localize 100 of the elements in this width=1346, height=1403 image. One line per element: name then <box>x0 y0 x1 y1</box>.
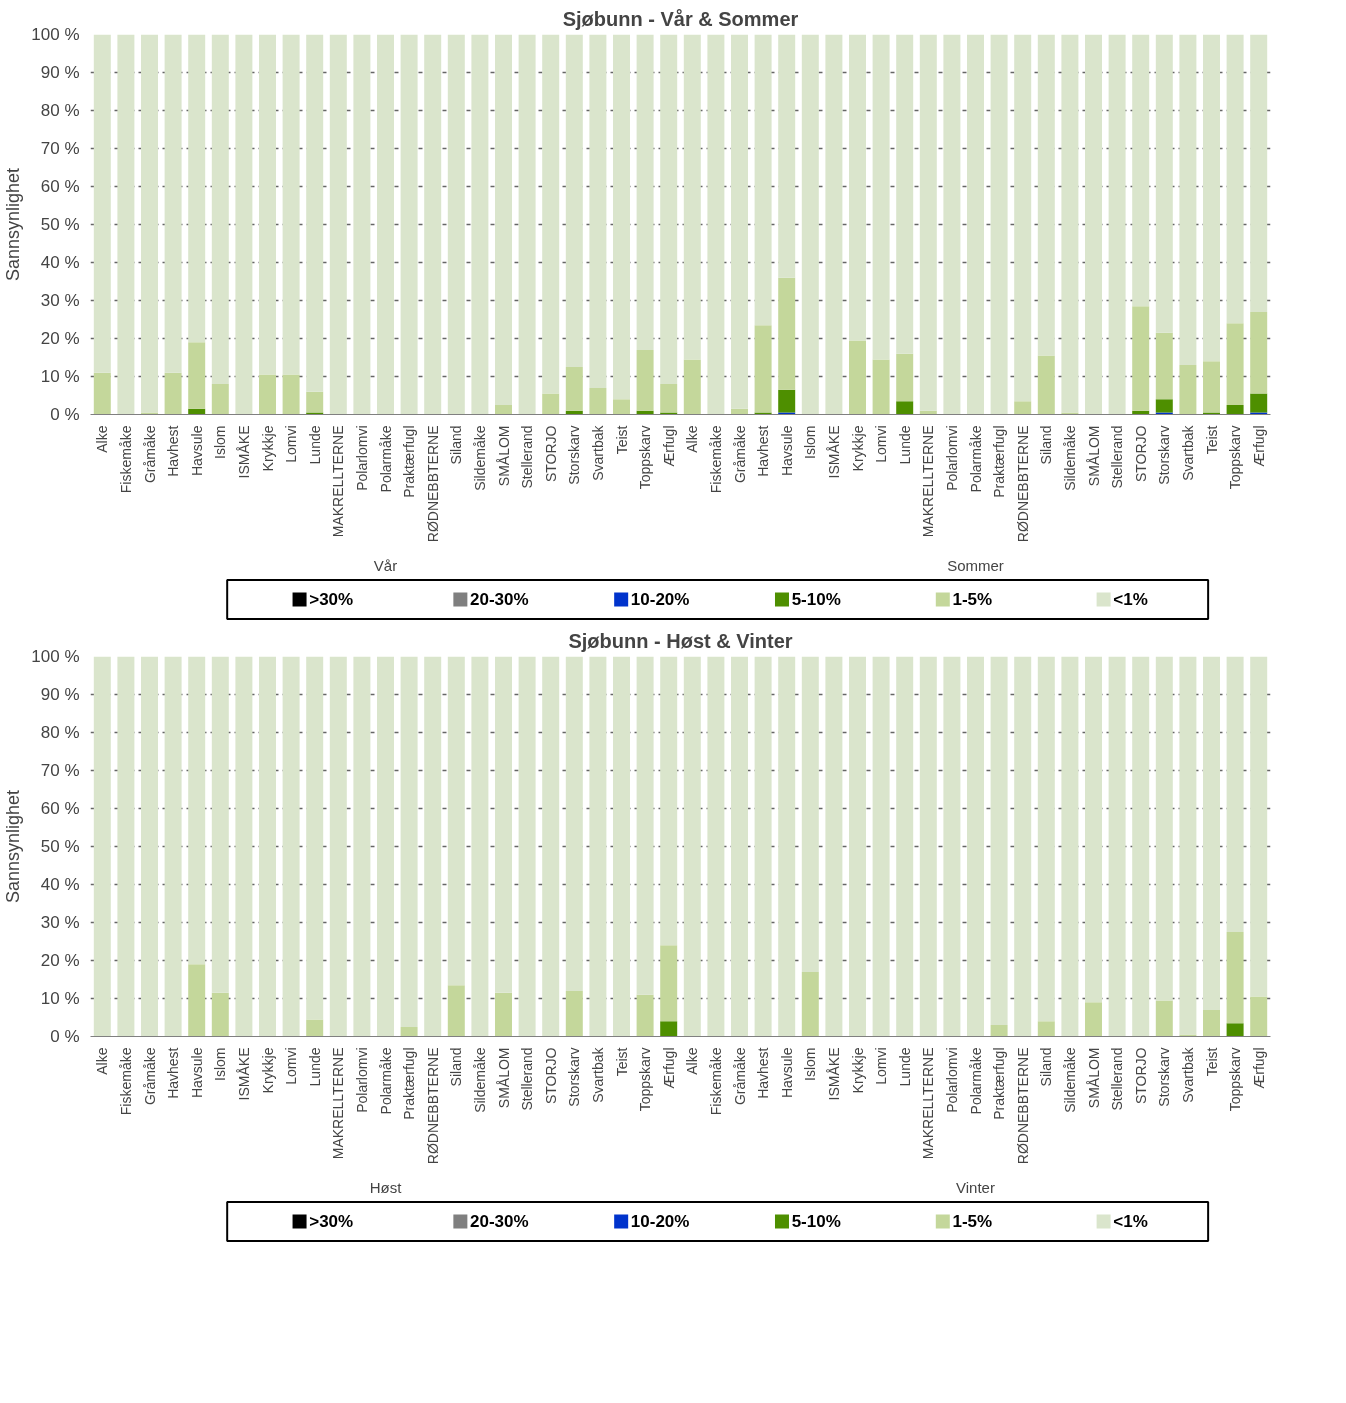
x-tick-label: Polarmåke <box>967 425 984 493</box>
x-tick-label: Toppskarv <box>637 425 654 490</box>
x-tick-label: Gråmåke <box>731 425 748 484</box>
y-tick-label: 0 % <box>50 405 80 424</box>
x-tick-label: Teist <box>1203 425 1220 455</box>
y-tick-label: 20 % <box>40 329 80 348</box>
x-tick-label: Svartbak <box>589 1046 606 1103</box>
x-tick-label: Storskarv <box>566 425 583 485</box>
x-tick-label: RØDNEBBTERNE <box>1014 425 1031 543</box>
legend-label: 1-5% <box>952 1212 993 1231</box>
x-tick-label: Praktærfugl <box>991 425 1008 498</box>
x-tick-label: STORJO <box>542 425 559 483</box>
x-tick-label: Storskarv <box>1156 1047 1173 1107</box>
x-tick-label: Lunde <box>896 1047 913 1087</box>
x-tick-label: Lomvi <box>873 425 890 463</box>
x-tick-label: Alke <box>684 1047 701 1075</box>
x-tick-label: ISMÅKE <box>825 1047 842 1101</box>
x-tick-label: STORJO <box>542 1047 559 1105</box>
x-tick-label: Siland <box>448 425 465 465</box>
x-tick-label: Alke <box>94 1047 111 1075</box>
legend-label: 20-30% <box>470 1212 529 1231</box>
x-tick-label: Alke <box>684 425 701 453</box>
x-tick-label: Praktærfugl <box>401 425 418 498</box>
y-tick-label: 100 % <box>31 647 80 666</box>
x-tick-label: Krykkje <box>259 1047 276 1094</box>
x-tick-label: ISMÅKE <box>235 425 252 479</box>
y-tick-label: 50 % <box>40 837 80 856</box>
y-tick-label: 0 % <box>50 1027 80 1046</box>
y-tick-label: 30 % <box>40 291 80 310</box>
legend-label: 5-10% <box>791 590 841 609</box>
y-tick-label: 20 % <box>40 951 80 970</box>
x-tick-label: Ærfugl <box>1250 425 1267 467</box>
x-tick-label: Havhest <box>165 1047 182 1099</box>
x-tick-label: Havsule <box>188 425 205 477</box>
y-tick-label: 80 % <box>40 101 80 120</box>
x-tick-label: Teist <box>1203 1047 1220 1077</box>
y-tick-label: 50 % <box>40 215 80 234</box>
legend-label: 1-5% <box>952 590 993 609</box>
x-tick-label: MAKRELLTERNE <box>330 1047 347 1160</box>
y-tick-label: 10 % <box>40 367 80 386</box>
y-tick-label: 40 % <box>40 253 80 272</box>
text: Vår <box>373 556 398 574</box>
x-tick-label: SMÅLOM <box>495 1047 512 1109</box>
y-tick-label: 70 % <box>40 761 80 780</box>
chart-title: Sjøbunn - Høst & Vinter <box>568 629 793 652</box>
legend-label: <1% <box>1113 1212 1148 1231</box>
x-tick-label: Praktærfugl <box>401 1047 418 1120</box>
y-tick-label: 60 % <box>40 799 80 818</box>
x-tick-label: Svartbak <box>1179 424 1196 481</box>
x-tick-label: MAKRELLTERNE <box>920 425 937 538</box>
x-tick-label: Teist <box>613 1047 630 1077</box>
x-tick-label: SMÅLOM <box>495 425 512 487</box>
y-tick-label: 10 % <box>40 989 80 1008</box>
y-tick-label: 60 % <box>40 177 80 196</box>
legend-label: >30% <box>309 1212 354 1231</box>
legend-label: <1% <box>1113 590 1148 609</box>
y-tick-label: 80 % <box>40 723 80 742</box>
x-tick-label: MAKRELLTERNE <box>920 1047 937 1160</box>
x-tick-label: Praktærfugl <box>991 1047 1008 1120</box>
text: Høst <box>369 1178 403 1196</box>
x-tick-label: RØDNEBBTERNE <box>424 425 441 543</box>
x-tick-label: Gråmåke <box>731 1047 748 1106</box>
x-tick-label: Lomvi <box>283 1047 300 1085</box>
x-tick-label: Havsule <box>188 1047 205 1099</box>
x-tick-label: Storskarv <box>1156 425 1173 485</box>
x-tick-label: MAKRELLTERNE <box>330 425 347 538</box>
y-tick-label: 30 % <box>40 913 80 932</box>
x-tick-label: Gråmåke <box>141 1047 158 1106</box>
x-tick-label: Polarlomvi <box>943 425 960 491</box>
x-tick-label: ISMÅKE <box>235 1047 252 1101</box>
x-tick-label: Siland <box>1038 1047 1055 1087</box>
legend-label: 5-10% <box>791 1212 841 1231</box>
x-tick-label: SMÅLOM <box>1085 1047 1102 1109</box>
x-tick-label: Polarlomvi <box>943 1047 960 1113</box>
x-tick-label: Ærfugl <box>1250 1047 1267 1089</box>
x-tick-label: STORJO <box>1132 1047 1149 1105</box>
x-tick-label: Polarmåke <box>377 1047 394 1115</box>
x-tick-label: Islom <box>802 425 819 459</box>
x-tick-label: Siland <box>1038 425 1055 465</box>
x-tick-label: Islom <box>802 1047 819 1081</box>
x-tick-label: Lomvi <box>283 425 300 463</box>
x-tick-label: Fiskemåke <box>707 425 724 494</box>
x-tick-label: Havsule <box>778 425 795 477</box>
x-tick-label: Storskarv <box>566 1047 583 1107</box>
text: Sommer <box>947 556 1004 574</box>
legend-label: >30% <box>309 590 354 609</box>
x-tick-label: Havhest <box>165 425 182 477</box>
x-tick-label: Alke <box>94 425 111 453</box>
x-tick-label: Krykkje <box>849 425 866 472</box>
x-tick-label: Lunde <box>896 425 913 465</box>
y-tick-label: 100 % <box>31 25 80 44</box>
x-tick-label: Stellerand <box>1109 425 1126 489</box>
legend-label: 20-30% <box>470 590 529 609</box>
x-tick-label: Gråmåke <box>141 425 158 484</box>
x-tick-label: RØDNEBBTERNE <box>1014 1047 1031 1165</box>
x-tick-label: Fiskemåke <box>707 1047 724 1116</box>
x-tick-label: Polarlomvi <box>353 425 370 491</box>
x-tick-label: Sildemåke <box>471 1047 488 1113</box>
x-tick-label: Islom <box>212 1047 229 1081</box>
x-tick-label: Havhest <box>755 425 772 477</box>
